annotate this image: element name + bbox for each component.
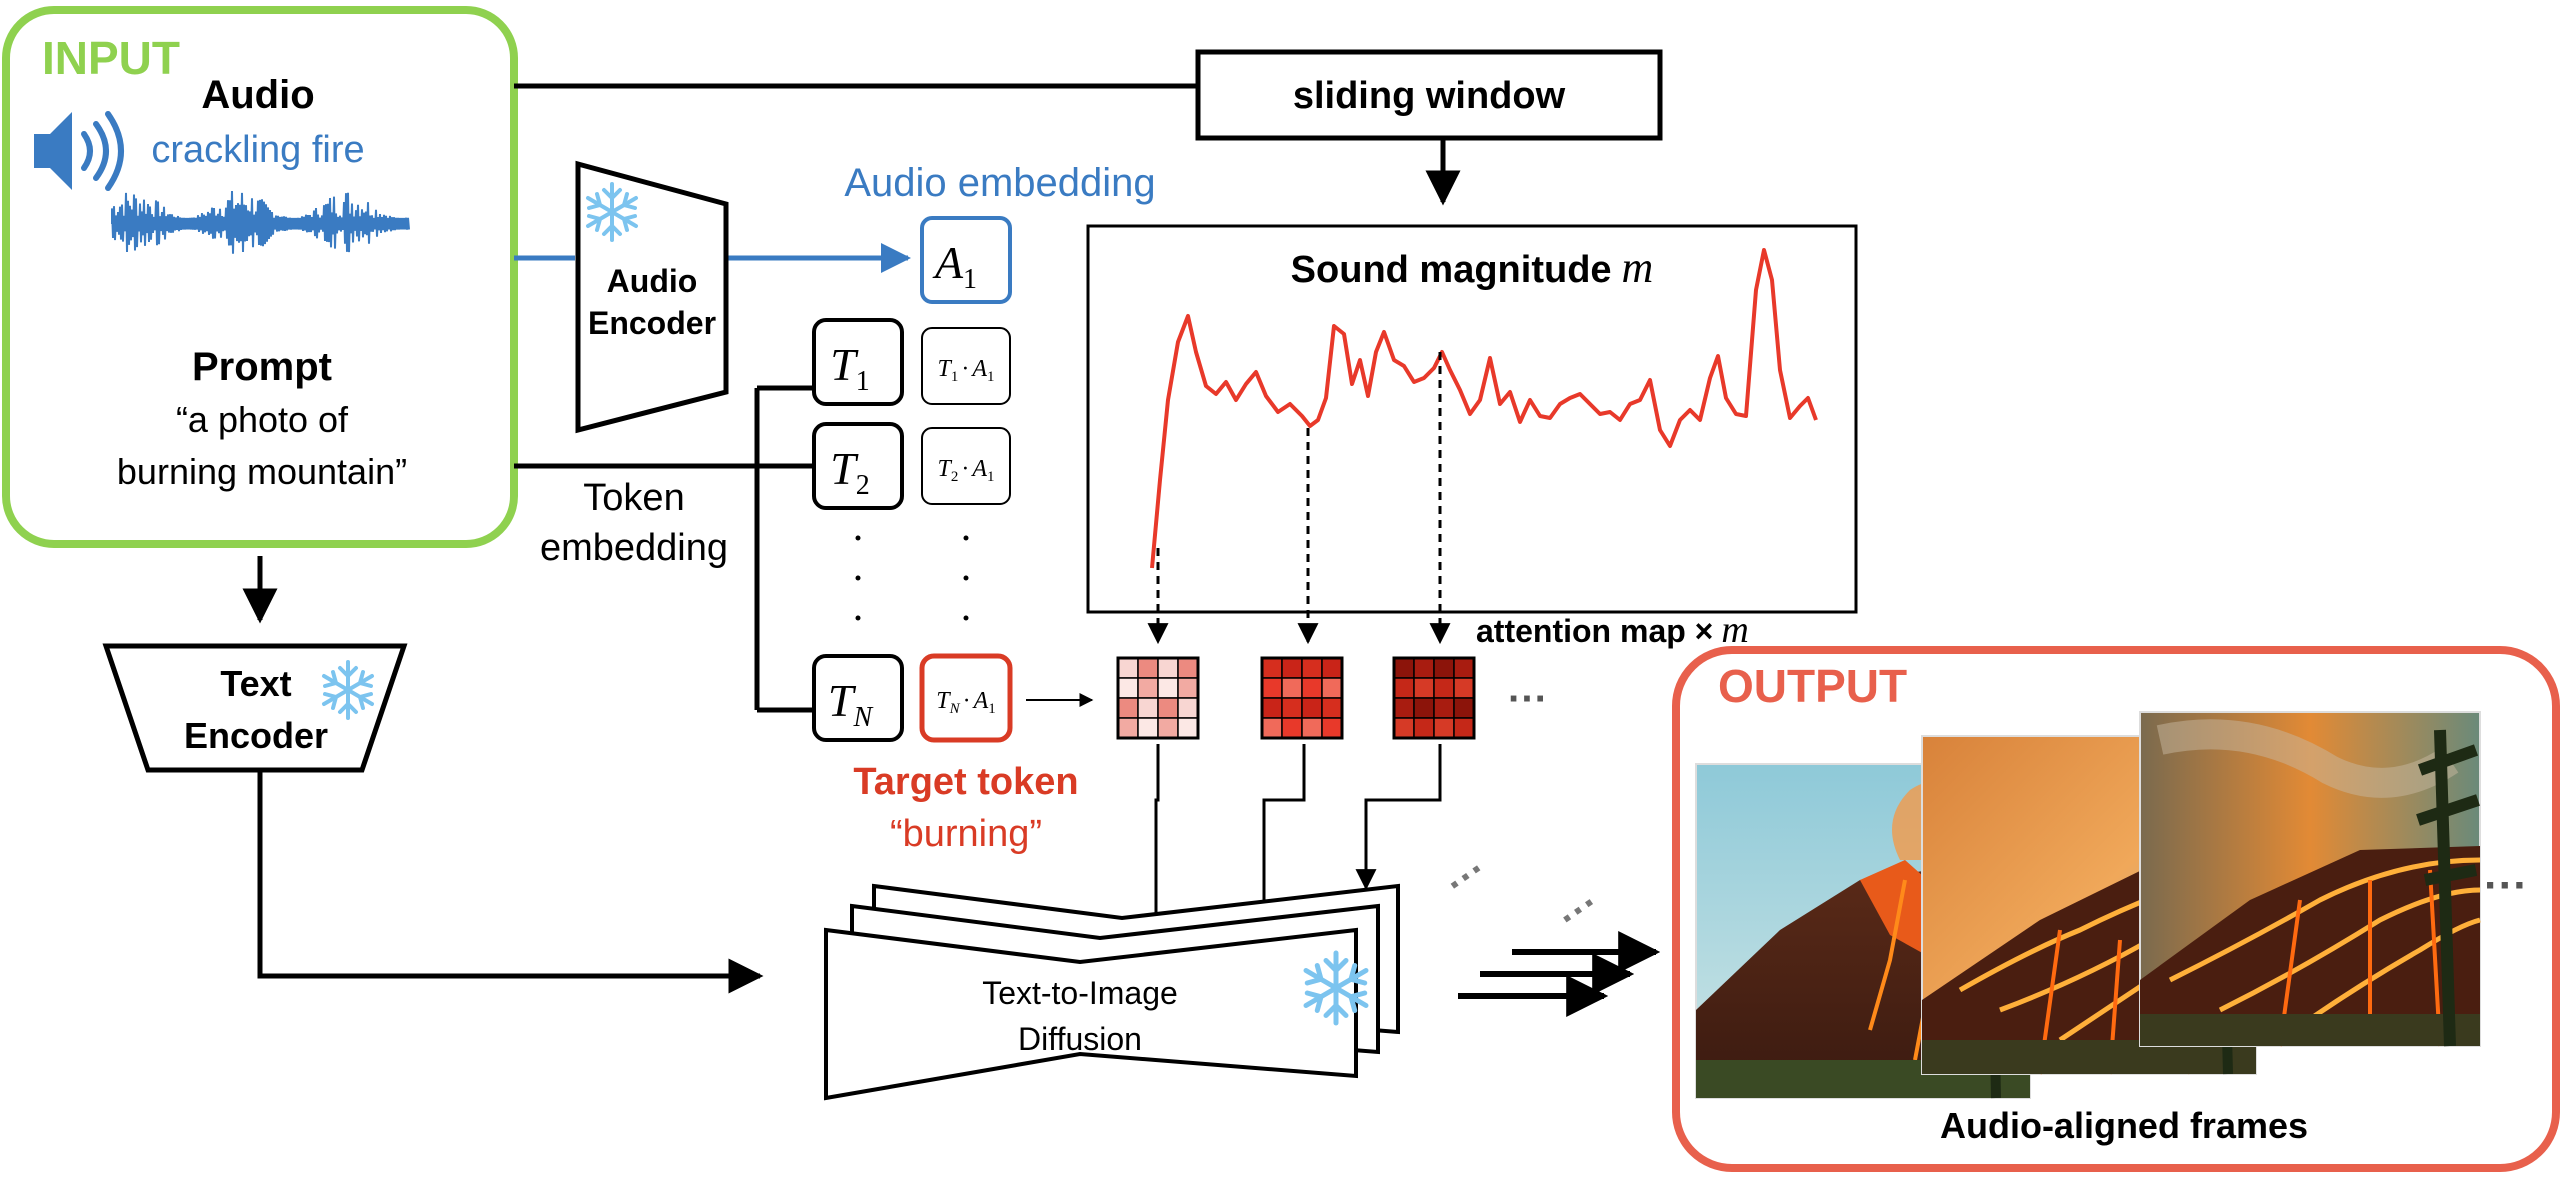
diffusion-stack-ellipsis: ··· <box>1438 847 1496 906</box>
volcano-frame-image-3 <box>2139 711 2481 1047</box>
audio-encoder-line1: Audio <box>607 263 698 299</box>
token-vertical-dots <box>855 535 969 621</box>
tn-token: TN <box>828 675 874 733</box>
grid3-to-diffusion-arrow <box>1355 744 1442 891</box>
waveform-icon <box>111 191 410 254</box>
audio-title: Audio <box>201 73 314 117</box>
t2-box <box>812 422 904 510</box>
output-box <box>1672 646 2560 1172</box>
output-tag: OUTPUT <box>1718 660 1907 712</box>
t1-box <box>812 318 904 406</box>
audio-caption: crackling fire <box>151 129 364 171</box>
t1-token: T1 <box>830 339 870 397</box>
target-token-word: “burning” <box>890 813 1042 855</box>
p1-box <box>921 327 1011 405</box>
sound-magnitude-panel <box>1086 224 1858 614</box>
a1-token: A1 <box>932 237 977 295</box>
audio-encoder-line2: Encoder <box>588 305 716 341</box>
p2-box <box>921 427 1011 505</box>
input-box <box>2 6 518 548</box>
attention-map-label: attention map × m <box>1476 609 1749 651</box>
a1-box <box>920 216 1012 304</box>
attention-grid-icon-3 <box>1392 656 1476 740</box>
tn-box <box>812 654 904 742</box>
prompt-title: Prompt <box>192 345 332 389</box>
speaker-icon <box>34 111 124 191</box>
sliding-window-box <box>1195 49 1663 141</box>
p1-product: T1 · A1 <box>937 356 994 385</box>
attention-grid-icon-2 <box>1260 656 1344 740</box>
output-frames-ellipsis: ··· <box>2484 861 2528 910</box>
output-caption: Audio-aligned frames <box>1940 1105 2308 1146</box>
grid1-to-diffusion-arrow <box>1145 744 1167 955</box>
audio-embedding-label: Audio embedding <box>844 161 1155 205</box>
pn-product: TN · A1 <box>936 688 996 717</box>
output-arrows-ellipsis: ··· <box>1550 881 1608 940</box>
sliding-window-label: sliding window <box>1293 75 1566 117</box>
t2-token: T2 <box>830 443 870 501</box>
prompt-line2: burning mountain” <box>117 451 407 492</box>
target-token-label: Target token <box>853 761 1078 803</box>
p2-product: T2 · A1 <box>937 456 994 485</box>
token-embedding-line1: Token <box>583 477 684 519</box>
prompt-line1: “a photo of <box>176 399 349 440</box>
pn-box <box>919 653 1013 743</box>
attention-ellipsis: ··· <box>1508 677 1548 721</box>
input-tag: INPUT <box>42 32 180 84</box>
diffusion-line2: Diffusion <box>1018 1021 1142 1057</box>
attention-grids <box>1116 656 1476 740</box>
attention-grid-icon-1 <box>1116 656 1200 740</box>
diffusion-line1: Text-to-Image <box>982 975 1178 1011</box>
sound-magnitude-title: Sound magnitude m <box>1291 243 1654 292</box>
grid2-to-diffusion-arrow <box>1253 744 1306 923</box>
sound-magnitude-curve <box>1150 248 1818 569</box>
diffusion-layer-1 <box>824 927 1358 1101</box>
text-encoder-line2: Encoder <box>184 715 328 756</box>
token-embedding-line2: embedding <box>540 527 728 569</box>
text-encoder-to-diffusion-arrow <box>257 770 764 994</box>
text-encoder-line1: Text <box>220 663 291 704</box>
